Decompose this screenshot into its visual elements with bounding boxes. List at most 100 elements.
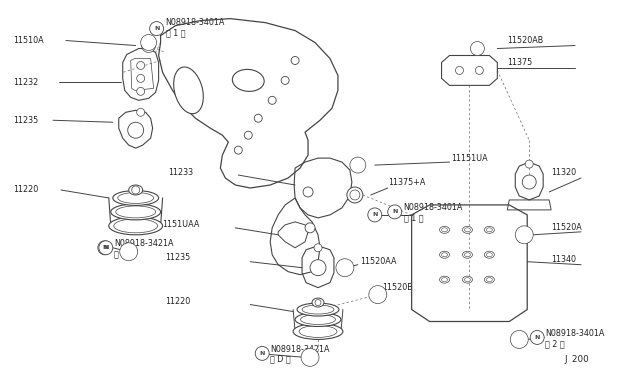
Circle shape <box>456 67 463 74</box>
Ellipse shape <box>113 190 159 205</box>
Circle shape <box>120 243 138 261</box>
Ellipse shape <box>442 253 447 257</box>
Circle shape <box>128 122 143 138</box>
Text: 11520B: 11520B <box>382 283 413 292</box>
Ellipse shape <box>463 276 472 283</box>
Circle shape <box>303 187 313 197</box>
Circle shape <box>470 42 484 55</box>
Ellipse shape <box>465 278 470 282</box>
Text: 11510A: 11510A <box>13 36 44 45</box>
Text: N: N <box>372 212 378 217</box>
Text: 11233: 11233 <box>168 167 194 177</box>
Text: 11235: 11235 <box>166 253 191 262</box>
Ellipse shape <box>440 276 449 283</box>
Text: 11235: 11235 <box>13 116 38 125</box>
Circle shape <box>98 241 112 255</box>
Ellipse shape <box>486 278 492 282</box>
Text: N08918-3401A: N08918-3401A <box>545 329 605 338</box>
Text: N: N <box>534 335 540 340</box>
Ellipse shape <box>173 67 204 114</box>
Ellipse shape <box>302 305 334 314</box>
Ellipse shape <box>129 185 143 195</box>
Circle shape <box>268 96 276 104</box>
Text: 11320: 11320 <box>551 167 576 177</box>
Ellipse shape <box>465 253 470 257</box>
Circle shape <box>145 39 152 46</box>
Circle shape <box>336 259 354 277</box>
Ellipse shape <box>465 228 470 232</box>
Text: N: N <box>260 351 265 356</box>
Text: （ 1 ）: （ 1 ） <box>404 214 423 222</box>
Circle shape <box>281 76 289 84</box>
Text: 11340: 11340 <box>551 255 576 264</box>
Ellipse shape <box>484 251 494 258</box>
Circle shape <box>244 131 252 139</box>
Circle shape <box>515 334 524 344</box>
Circle shape <box>132 186 140 194</box>
Circle shape <box>522 175 536 189</box>
Circle shape <box>137 87 145 95</box>
Text: （ D ）: （ D ） <box>270 355 291 364</box>
Text: N: N <box>392 209 397 214</box>
Circle shape <box>353 160 363 170</box>
Text: N08918-3401A: N08918-3401A <box>166 18 225 27</box>
Text: 〈 1 〉: 〈 1 〉 <box>114 249 133 258</box>
Text: 11232: 11232 <box>13 78 38 87</box>
Circle shape <box>530 330 544 344</box>
Ellipse shape <box>299 326 337 337</box>
Ellipse shape <box>442 228 447 232</box>
Ellipse shape <box>484 276 494 283</box>
Ellipse shape <box>109 217 163 235</box>
Ellipse shape <box>111 204 161 220</box>
Circle shape <box>368 208 382 222</box>
Circle shape <box>350 157 366 173</box>
Text: J  200: J 200 <box>564 355 589 364</box>
Circle shape <box>340 263 350 273</box>
Text: 11220: 11220 <box>13 186 38 195</box>
Text: 11520A: 11520A <box>551 223 582 232</box>
Circle shape <box>291 57 299 64</box>
Ellipse shape <box>442 278 447 282</box>
Text: （ 1 ）: （ 1 ） <box>166 28 185 37</box>
Text: 11151UA: 11151UA <box>451 154 488 163</box>
Text: 11520AB: 11520AB <box>508 36 543 45</box>
Text: 11375: 11375 <box>508 58 532 67</box>
Text: N08918-3401A: N08918-3401A <box>404 203 463 212</box>
Circle shape <box>525 160 533 168</box>
Circle shape <box>150 22 164 36</box>
Text: N: N <box>154 26 159 31</box>
Circle shape <box>234 146 243 154</box>
Circle shape <box>373 290 383 299</box>
Circle shape <box>388 205 402 219</box>
Ellipse shape <box>116 206 156 218</box>
Circle shape <box>305 223 315 233</box>
Text: N08918-3421A: N08918-3421A <box>114 239 173 248</box>
Circle shape <box>474 45 481 52</box>
Circle shape <box>476 67 483 74</box>
Ellipse shape <box>293 324 343 339</box>
Ellipse shape <box>440 251 449 258</box>
Text: N: N <box>102 245 108 250</box>
Text: 11220: 11220 <box>166 297 191 306</box>
Ellipse shape <box>484 226 494 233</box>
Circle shape <box>510 330 528 349</box>
Circle shape <box>254 114 262 122</box>
Ellipse shape <box>118 192 154 203</box>
Ellipse shape <box>463 226 472 233</box>
Text: N08918-3421A: N08918-3421A <box>270 345 330 354</box>
Circle shape <box>369 286 387 304</box>
Ellipse shape <box>301 314 335 324</box>
Circle shape <box>310 260 326 276</box>
Circle shape <box>301 349 319 366</box>
Circle shape <box>515 226 533 244</box>
Circle shape <box>255 346 269 360</box>
Circle shape <box>145 42 152 49</box>
Text: N: N <box>103 245 109 250</box>
Circle shape <box>141 35 157 51</box>
Circle shape <box>137 74 145 82</box>
Circle shape <box>124 247 134 257</box>
Circle shape <box>137 61 145 70</box>
Ellipse shape <box>486 253 492 257</box>
Circle shape <box>99 241 113 255</box>
Circle shape <box>137 108 145 116</box>
